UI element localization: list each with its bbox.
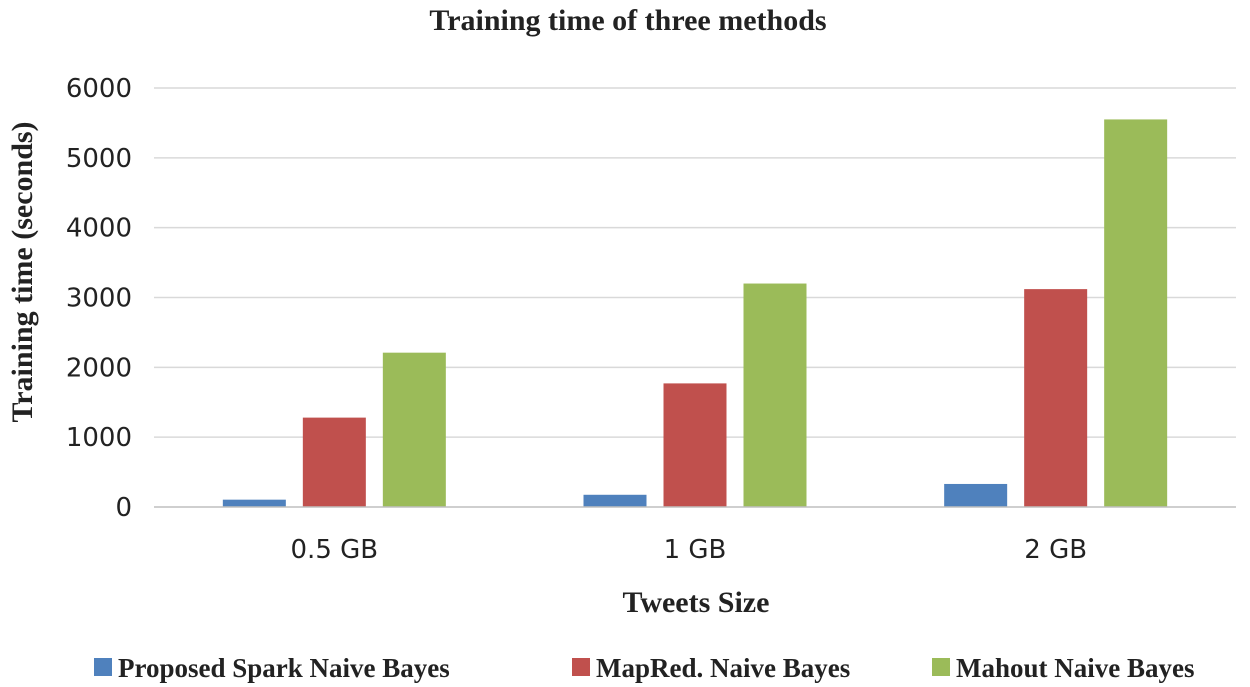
chart-title: Training time of three methods: [429, 4, 826, 37]
bar-2-2: [663, 383, 727, 507]
legend-swatch: [932, 658, 950, 676]
legend-swatch: [572, 658, 590, 676]
x-tick-label: 1 GB: [664, 535, 727, 565]
bar-3-2: [743, 283, 807, 507]
y-tick-label: 1000: [66, 423, 132, 453]
bar-2-3: [1024, 289, 1088, 507]
y-tick-label: 6000: [66, 74, 132, 104]
bar-1-1: [222, 499, 286, 507]
bar-1-3: [944, 483, 1008, 507]
y-axis-tick-labels: 0 1000 2000 3000 4000 5000 6000: [66, 74, 132, 523]
legend: Proposed Spark Naive Bayes MapRed. Naive …: [94, 653, 1195, 683]
y-tick-label: 2000: [66, 353, 132, 383]
y-tick-label: 4000: [66, 214, 132, 244]
y-tick-label: 0: [115, 493, 132, 523]
y-tick-label: 5000: [66, 144, 132, 174]
x-tick-label: 2 GB: [1024, 535, 1087, 565]
legend-swatch: [94, 658, 112, 676]
y-tick-label: 3000: [66, 284, 132, 314]
legend-label: Mahout Naive Bayes: [956, 653, 1195, 683]
legend-label: Proposed Spark Naive Bayes: [118, 653, 450, 683]
bar-1-2: [583, 494, 647, 507]
legend-label: MapRed. Naive Bayes: [596, 653, 850, 683]
x-axis-tick-labels: 0.5 GB 1 GB 2 GB: [291, 535, 1088, 565]
bar-3-3: [1104, 119, 1168, 508]
bar-3-1: [382, 352, 446, 507]
y-axis-title: Training time (seconds): [6, 121, 39, 422]
bars: [222, 119, 1168, 508]
x-tick-label: 0.5 GB: [291, 535, 379, 565]
bar-2-1: [302, 417, 366, 507]
x-axis-title: Tweets Size: [623, 586, 770, 619]
